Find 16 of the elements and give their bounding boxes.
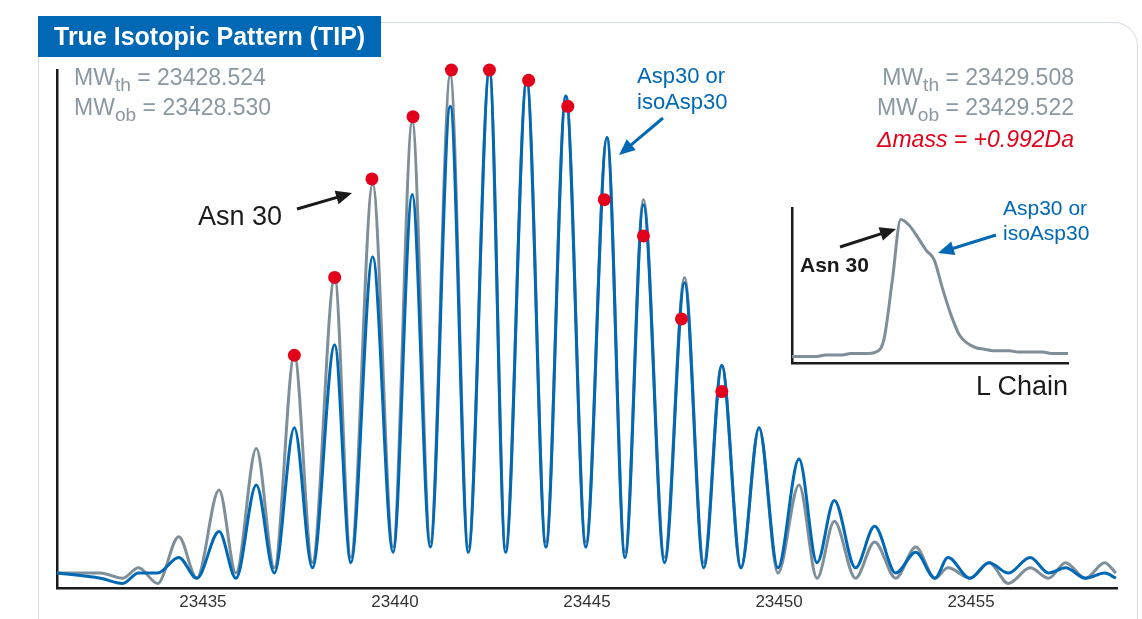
- annotation: MW$_{th}$ = 23429.508: [882, 64, 1074, 96]
- annotation: Δmass = +0.992Da: [877, 126, 1074, 154]
- x-tick-label: 23435: [179, 592, 227, 612]
- annotation: MW$_{ob}$ = 23429.522: [876, 94, 1074, 126]
- annotation: MW$_{ob}$ = 23428.530: [74, 94, 272, 126]
- x-axis-title: L Chain: [975, 371, 1068, 402]
- annotation: Asn 30: [197, 200, 282, 233]
- annotation: Asn 30: [800, 252, 869, 278]
- annotation: Asp30 or isoAsp30: [1003, 195, 1091, 246]
- chart-title: True Isotopic Pattern (TIP): [38, 16, 382, 57]
- x-tick-label: 23440: [371, 592, 419, 612]
- annotation: MW$_{th}$ = 23428.524: [74, 64, 266, 96]
- x-tick-label: 23445: [563, 592, 611, 612]
- annotation: Asp30 or isoAsp30: [637, 63, 729, 116]
- x-tick-label: 23450: [755, 592, 803, 612]
- x-tick-label: 23455: [947, 592, 995, 612]
